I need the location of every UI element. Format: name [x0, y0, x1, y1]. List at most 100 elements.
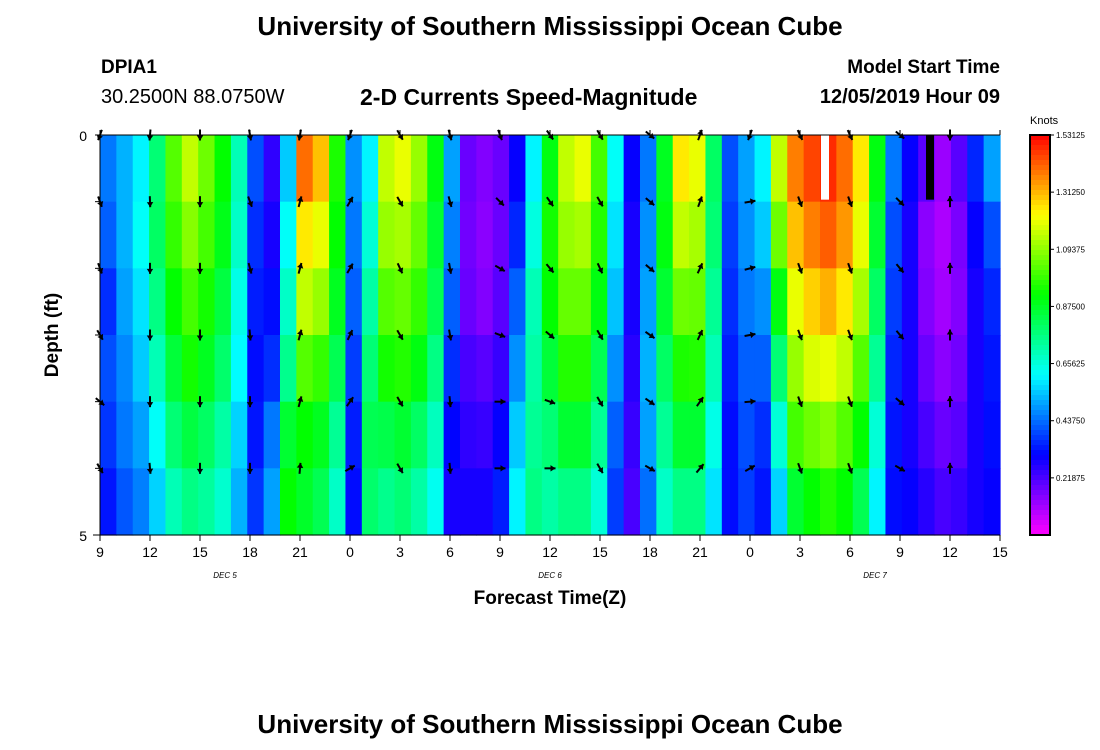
arrow-head [246, 468, 254, 474]
arrow-head [146, 335, 154, 341]
x-tick-label: 6 [846, 544, 854, 560]
heatmap-cell [132, 201, 150, 269]
y-tick-label: 5 [79, 528, 87, 544]
colorbar-swatch [1030, 315, 1050, 321]
heatmap-cell [738, 468, 756, 536]
arrow-head [347, 397, 354, 404]
x-tick-label: 0 [746, 544, 754, 560]
arrow-head [297, 329, 304, 336]
heatmap-cell [640, 268, 657, 336]
colorbar-swatch [1030, 295, 1050, 301]
heatmap-cell [754, 201, 772, 269]
heatmap-cell [509, 135, 527, 203]
current-arrow [696, 329, 704, 341]
current-arrow [196, 329, 204, 341]
current-arrow [895, 197, 905, 207]
x-tick-label: 0 [346, 544, 354, 560]
current-arrow [697, 196, 704, 208]
arrow-head [749, 198, 756, 205]
chart-axes: 9 12 15 18 21 0 3 6 9 12 15 18 21 0 3 6 9 12 15 DEC 5 DEC 6 D… [79, 128, 1008, 580]
arrow-head [748, 465, 755, 471]
heatmap-cell [214, 135, 232, 203]
arrow-head [498, 199, 504, 206]
heatmap-cell [574, 201, 592, 269]
heatmap-cell [950, 335, 968, 403]
x-tick-label: 21 [692, 544, 708, 560]
arrow-head [697, 196, 704, 203]
arrow-head [749, 265, 756, 272]
heatmap-cell [214, 468, 232, 536]
heatmap-cell [476, 135, 494, 203]
heatmap-cell [820, 201, 837, 269]
colorbar-swatch [1030, 235, 1050, 241]
x-tick-label: 3 [796, 544, 804, 560]
heatmap-cell [541, 268, 559, 336]
heatmap-cell [378, 201, 396, 269]
arrow-head [797, 201, 804, 207]
colorbar-tick-label: 1.09375 [1056, 245, 1085, 254]
arrow-head [946, 396, 954, 402]
heatmap-cell [247, 201, 265, 269]
current-arrow [847, 329, 854, 341]
heatmap-cell [345, 335, 363, 403]
heatmap-cell [541, 135, 559, 203]
current-arrow [344, 464, 356, 472]
heatmap-cell [230, 135, 248, 203]
arrow-head [146, 402, 154, 408]
heatmap-cell [656, 401, 674, 469]
heatmap-cells [100, 135, 1001, 536]
heatmap-cell [247, 135, 265, 203]
heatmap-cell [852, 201, 870, 269]
heatmap-cell [967, 401, 985, 469]
heatmap-cell [460, 335, 477, 403]
heatmap-cell [689, 401, 707, 469]
current-arrow [644, 464, 656, 472]
current-arrow [894, 464, 906, 472]
current-arrow [346, 396, 354, 407]
heatmap-cell [934, 201, 952, 269]
heatmap-cell [656, 268, 674, 336]
heatmap-cell [329, 335, 347, 403]
current-arrow [297, 329, 304, 341]
colorbar-swatch [1030, 390, 1050, 396]
colorbar-swatch [1030, 155, 1050, 161]
colorbar-tick-label: 0.87500 [1056, 302, 1085, 311]
colorbar-swatch [1030, 470, 1050, 476]
current-arrow [396, 396, 404, 407]
heatmap-cell [378, 268, 396, 336]
current-arrow [596, 262, 604, 274]
y-tick-label: 0 [79, 128, 87, 144]
heatmap-cell [983, 401, 1001, 469]
heatmap-cell [410, 135, 428, 203]
heatmap-cell [198, 135, 216, 203]
heatmap-cell [165, 401, 183, 469]
current-arrow [546, 196, 554, 207]
arrow-head [847, 467, 854, 474]
heatmap-cell [640, 335, 657, 403]
colorbar-frame [1029, 134, 1051, 536]
colorbar-swatch [1030, 260, 1050, 266]
arrow-head [547, 200, 554, 207]
colorbar-swatch [1030, 410, 1050, 416]
heatmap-cell [934, 468, 952, 536]
arrow-head [446, 468, 454, 474]
heatmap-cell [541, 201, 559, 269]
heatmap-cell [721, 268, 739, 336]
colorbar-swatch [1030, 340, 1050, 346]
heatmap-cell [590, 201, 608, 269]
current-arrow [146, 329, 154, 341]
x-tick-label: 18 [642, 544, 658, 560]
heatmap-cell [770, 135, 788, 203]
heatmap-cell [214, 201, 232, 269]
heatmap-cell [950, 468, 968, 536]
colorbar-swatch [1030, 445, 1050, 451]
heatmap-cell [885, 201, 903, 269]
colorbar-swatch [1030, 330, 1050, 336]
arrow-head [597, 467, 604, 474]
heatmap-cell [869, 401, 887, 469]
heatmap-cell [820, 268, 837, 336]
current-arrow [495, 197, 505, 207]
heatmap-cell [230, 201, 248, 269]
heatmap-cell [787, 468, 805, 536]
colorbar-swatch [1030, 230, 1050, 236]
